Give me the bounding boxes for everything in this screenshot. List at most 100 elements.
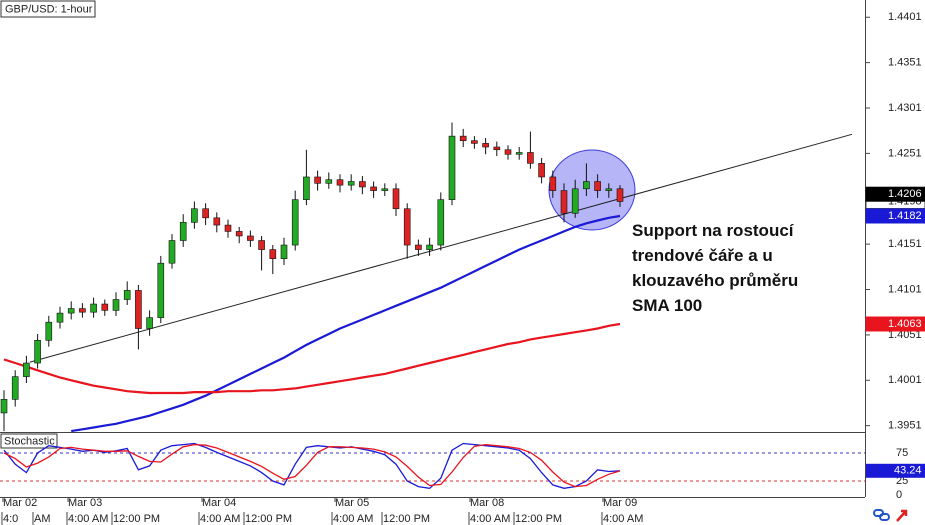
stochastic-box xyxy=(0,433,58,449)
candle-body xyxy=(269,249,277,259)
candle-body xyxy=(560,190,568,214)
candle-body xyxy=(101,303,109,311)
candle-body xyxy=(168,240,176,264)
candle-body xyxy=(415,244,422,250)
x-tick-label: 12:00 PM xyxy=(515,513,562,525)
candle-body xyxy=(56,312,64,323)
candle-body xyxy=(616,188,624,202)
x-tick-label: 12:00 PM xyxy=(383,513,430,525)
moving-average xyxy=(3,322,621,395)
candle-body xyxy=(325,179,333,184)
x-tick-label: AM xyxy=(34,513,51,525)
candle-body xyxy=(235,231,243,237)
stochastic-tag xyxy=(866,463,925,478)
candle-body xyxy=(34,340,41,364)
candle-body xyxy=(79,308,86,313)
candle-body xyxy=(224,224,232,232)
x-tick-label: Mar 03 xyxy=(68,497,102,509)
chart-title: GBP/USD: 1-hour xyxy=(5,3,93,15)
icons xyxy=(873,509,908,522)
candle-body xyxy=(538,163,545,178)
candle-body xyxy=(471,140,478,144)
candle-body xyxy=(247,235,254,241)
y-tick-label: 1.4051 xyxy=(888,329,922,341)
arrow-icon xyxy=(896,509,908,522)
y-tick-label: 75 xyxy=(896,447,908,459)
candle-body xyxy=(527,152,534,164)
y-tick-label: 1.4101 xyxy=(888,283,922,295)
candle-body xyxy=(504,149,512,155)
x-tick-label: Mar 09 xyxy=(603,497,637,509)
annotation: klouzavého průměru xyxy=(632,271,798,290)
candle-body xyxy=(157,262,165,318)
candle-body xyxy=(213,217,221,226)
candle-body xyxy=(291,199,299,246)
price-tag xyxy=(865,186,925,202)
highlight-circle xyxy=(548,149,636,231)
stochastic-tag-label: 43.24 xyxy=(894,465,922,477)
x-tick-label: 4:00 AM xyxy=(68,513,108,525)
link-icon xyxy=(879,513,890,521)
candle-body xyxy=(459,135,467,141)
candle-body xyxy=(135,290,142,329)
candle-body xyxy=(583,181,590,190)
candle-body xyxy=(381,188,389,191)
candle-body xyxy=(179,222,187,241)
y-tick-label: 25 xyxy=(896,475,908,487)
ma-tag-label: 1.4182 xyxy=(888,210,922,222)
candle-body xyxy=(45,321,53,341)
y-tick-label: 1.4351 xyxy=(888,57,922,69)
annotation: Support na rostoucí xyxy=(632,221,795,240)
x-tick-label: 4:0 xyxy=(3,513,18,525)
candle-body xyxy=(202,208,209,219)
ma-tag-label: 1.4063 xyxy=(888,318,922,330)
x-tick-label: 4:00 AM xyxy=(333,513,373,525)
candle-body xyxy=(303,176,310,200)
title-box xyxy=(0,0,96,18)
x-tick-label: 4:00 AM xyxy=(200,513,240,525)
candle-body xyxy=(493,146,501,151)
price-tag-label: 1.4206 xyxy=(888,188,922,200)
x-tick-label: Mar 04 xyxy=(202,497,236,509)
candle-body xyxy=(90,303,97,313)
candle-body xyxy=(347,181,355,186)
annotation: trendové čáře a u xyxy=(632,246,773,265)
y-tick-label: 1.4001 xyxy=(888,374,922,386)
y-tick-label: 1.4151 xyxy=(888,238,922,250)
stochastic-line xyxy=(3,442,621,489)
annotation: SMA 100 xyxy=(632,296,702,315)
stochastic-title: Stochastic xyxy=(4,435,55,447)
candle-body xyxy=(11,376,19,400)
x-tick-label: 12:00 PM xyxy=(113,513,160,525)
candle-body xyxy=(448,135,456,200)
candle-body xyxy=(392,188,400,210)
candle-body xyxy=(336,179,344,186)
candle-body xyxy=(146,317,153,329)
candle-body xyxy=(571,188,579,214)
candle-body xyxy=(515,152,523,155)
stochastic-line xyxy=(3,443,621,488)
candle-body xyxy=(314,176,321,184)
candle-body xyxy=(437,199,445,246)
candle-body xyxy=(280,244,288,259)
candle-body xyxy=(549,176,557,191)
candle-body xyxy=(191,208,198,223)
candle-body xyxy=(112,299,120,311)
candle-body xyxy=(23,362,30,377)
x-tick-label: Mar 08 xyxy=(470,497,504,509)
candle-body xyxy=(67,308,75,314)
x-tick-label: 12:00 PM xyxy=(245,513,292,525)
y-tick-label: 1.4301 xyxy=(888,102,922,114)
candle-body xyxy=(123,290,131,300)
y-tick-label: 1.3951 xyxy=(888,420,922,432)
candle-body xyxy=(370,186,377,191)
ma-tag xyxy=(865,316,925,332)
y-tick-label: 1.4251 xyxy=(888,147,922,159)
candle-body xyxy=(482,143,489,148)
x-tick-label: Mar 05 xyxy=(335,497,369,509)
y-tick-label: 0 xyxy=(896,489,902,501)
x-tick-label: 4:00 AM xyxy=(470,513,510,525)
x-tick-label: Mar 02 xyxy=(3,497,37,509)
